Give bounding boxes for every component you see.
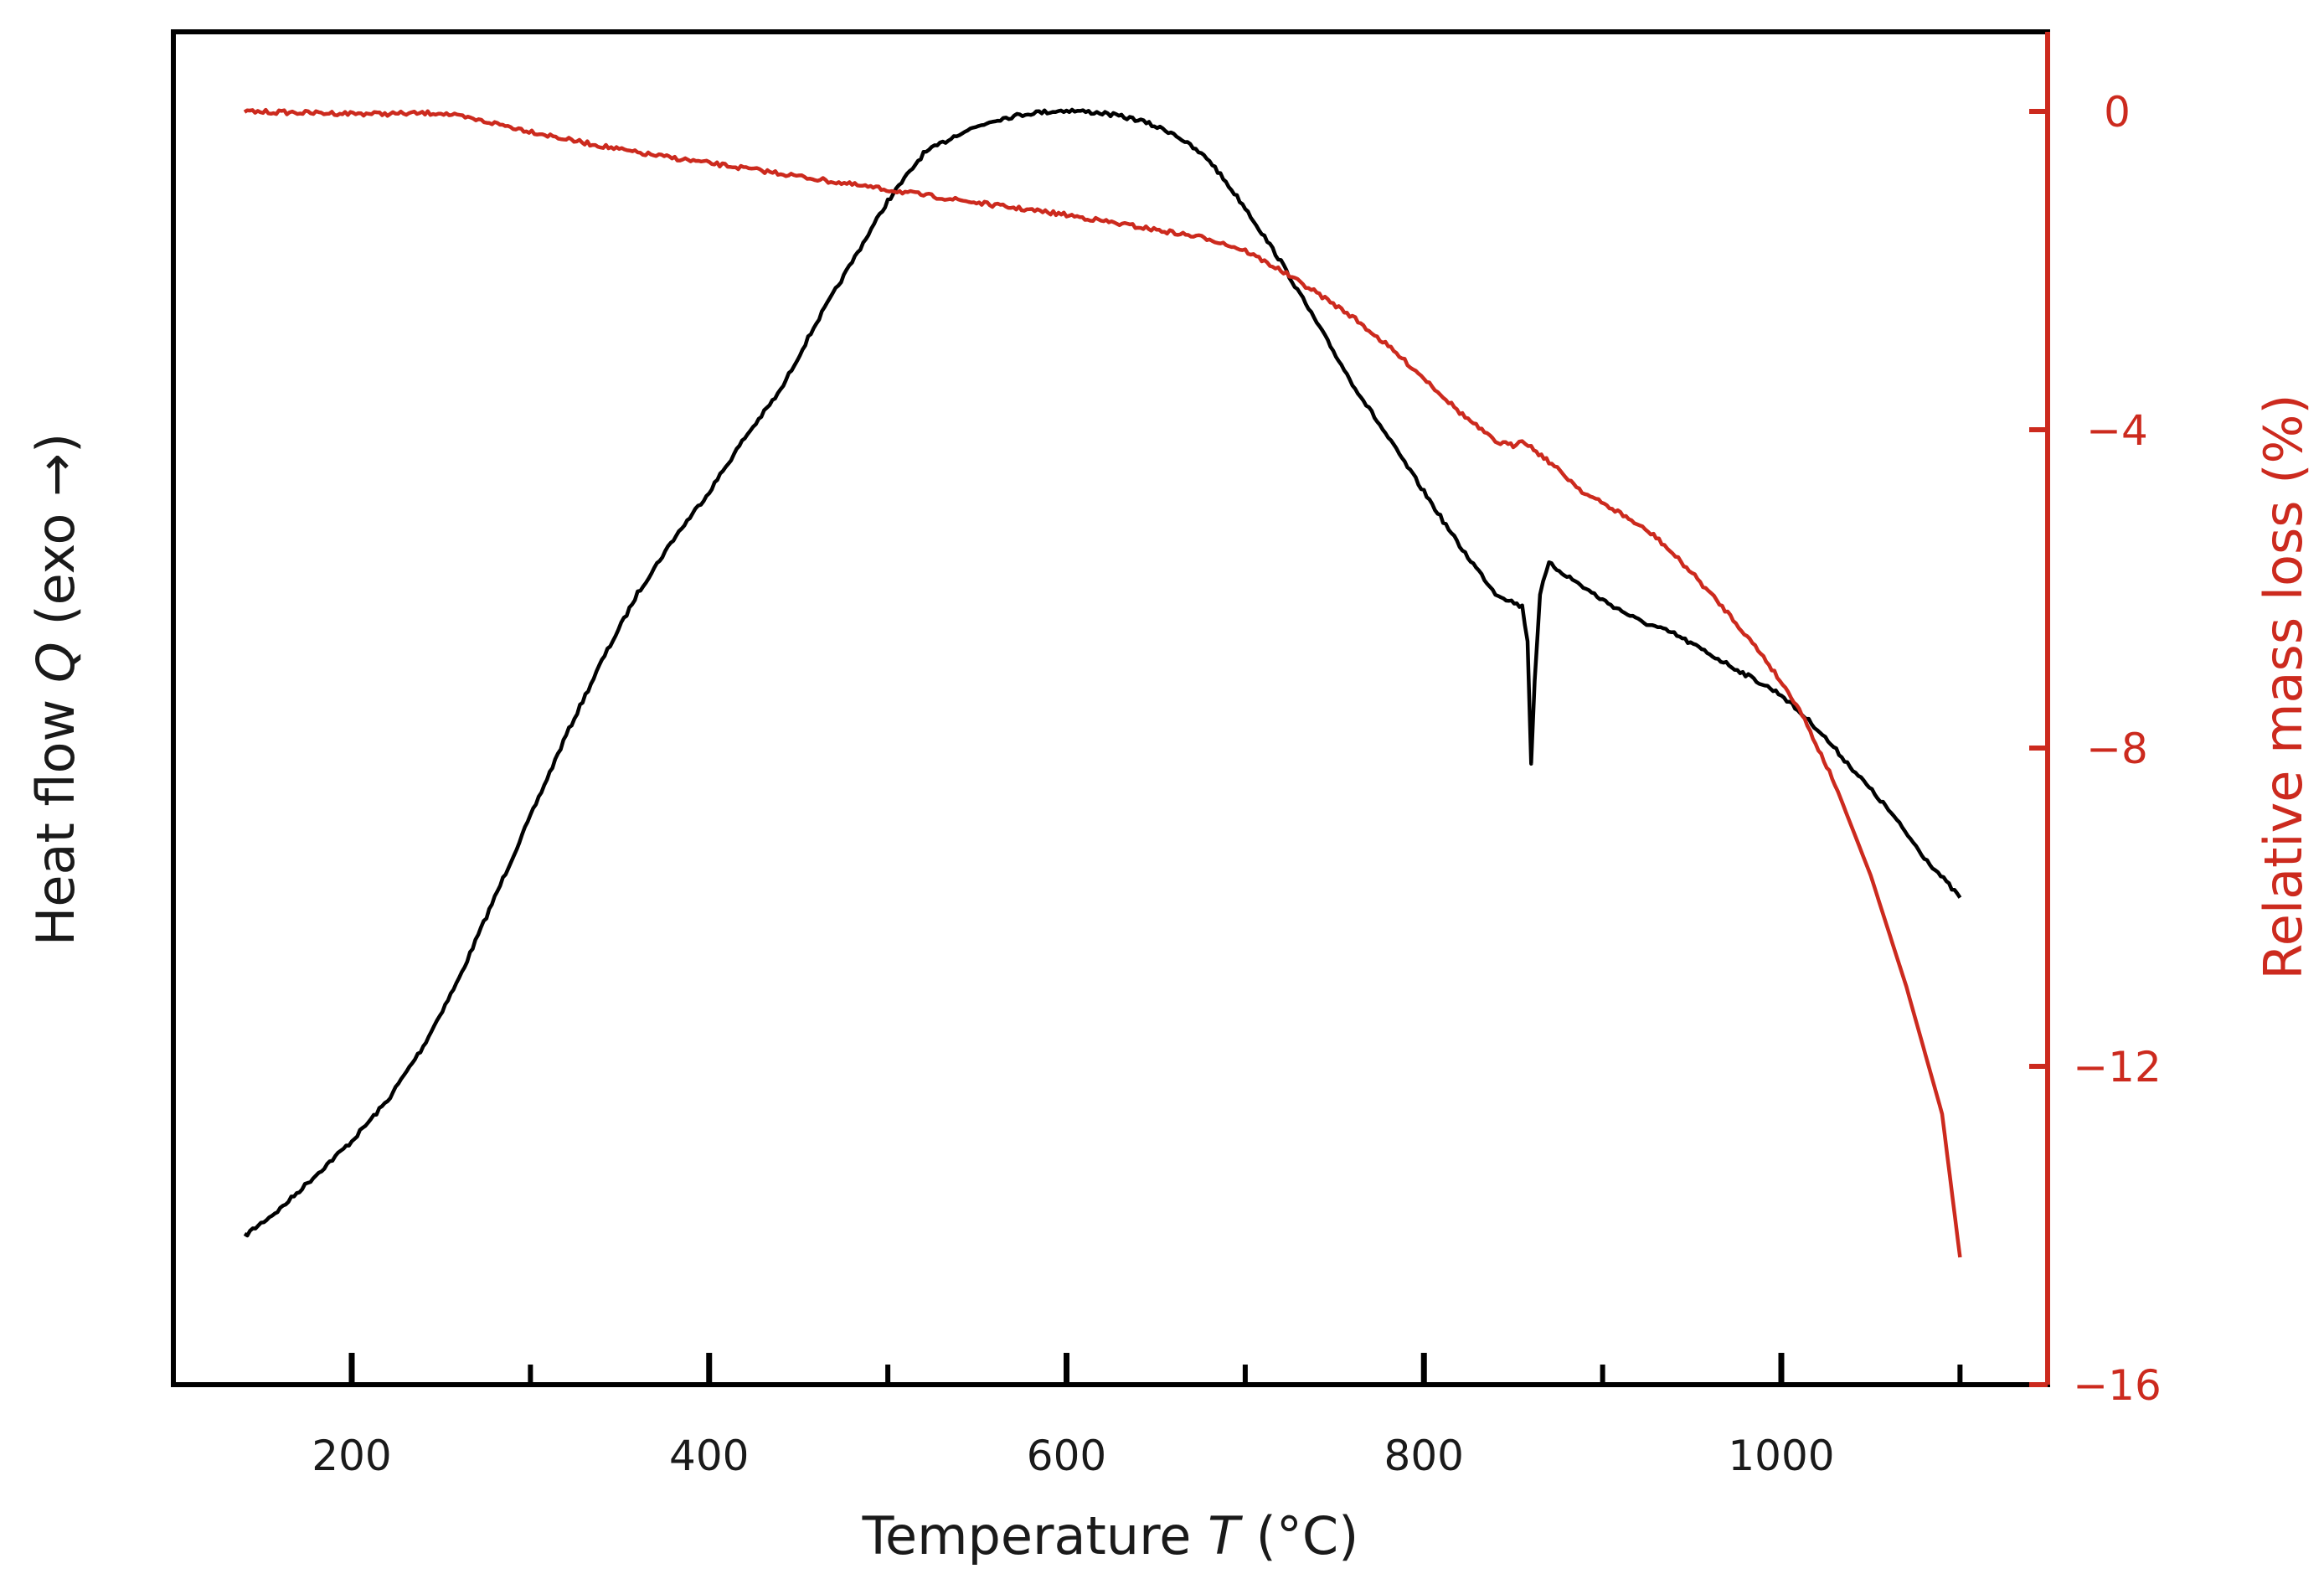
x-tick-label-400: 400 — [669, 1432, 749, 1480]
heat-flow-line — [243, 107, 1962, 1238]
x-axis-title-prefix: Temperature — [862, 1505, 1208, 1566]
right-tick-label-3: −12 — [2073, 1043, 2162, 1091]
left-axis-title-suffix: (exo →) — [25, 433, 86, 642]
left-axis-title-prefix: Heat flow — [25, 683, 86, 946]
x-axis-title-var: T — [1208, 1505, 1243, 1566]
right-tick-label-2: −8 — [2086, 725, 2148, 773]
plot-frame — [171, 29, 2050, 1387]
x-tick-label-800: 800 — [1384, 1432, 1464, 1480]
x-tick-label-1000: 1000 — [1728, 1432, 1834, 1480]
right-axis-ticks — [2029, 109, 2048, 1387]
mass-loss-line — [243, 107, 1962, 1258]
left-axis-title-var: Q — [25, 642, 86, 683]
x-axis-title: Temperature T (°C) — [862, 1505, 1359, 1566]
x-axis-ticks — [348, 1353, 1963, 1385]
x-axis-title-suffix: (°C) — [1239, 1505, 1358, 1566]
x-tick-label-200: 200 — [312, 1432, 391, 1480]
series-layer — [243, 107, 1962, 1258]
right-tick-label-4: −16 — [2073, 1361, 2162, 1410]
right-axis-title: Relative mass loss (%) — [2253, 394, 2314, 979]
x-axis-tick-labels: 200 400 600 800 1000 — [312, 1432, 1834, 1480]
right-axis-tick-labels: 0 −4 −8 −12 −16 — [2073, 88, 2162, 1410]
right-tick-label-1: −4 — [2086, 406, 2148, 455]
x-tick-label-600: 600 — [1027, 1432, 1106, 1480]
left-axis-title: Heat flow Q (exo →) — [25, 433, 86, 947]
right-tick-label-0: 0 — [2104, 88, 2131, 137]
